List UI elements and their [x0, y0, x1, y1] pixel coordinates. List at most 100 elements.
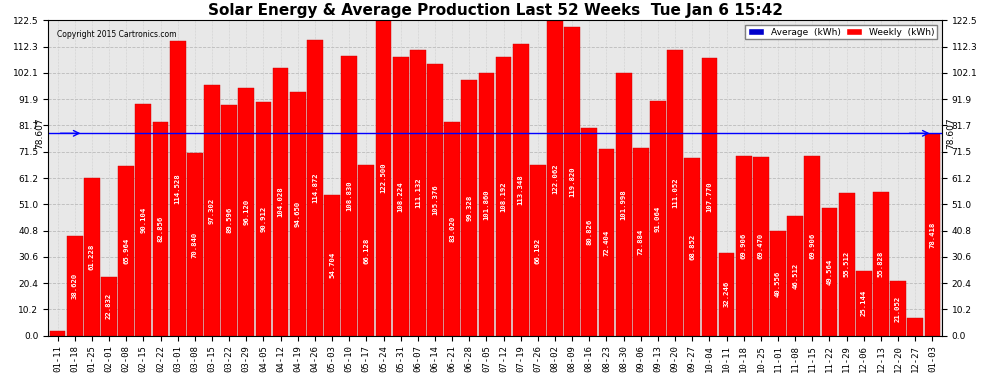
Bar — [101, 277, 117, 336]
Bar — [358, 165, 374, 336]
Text: 91.064: 91.064 — [655, 205, 661, 231]
Bar — [239, 88, 254, 336]
Bar — [719, 253, 735, 336]
Text: 55.512: 55.512 — [843, 251, 849, 277]
Text: 94.650: 94.650 — [295, 201, 301, 227]
Bar — [513, 44, 529, 336]
Text: 70.840: 70.840 — [192, 231, 198, 258]
Bar — [890, 282, 906, 336]
Legend: Average  (kWh), Weekly  (kWh): Average (kWh), Weekly (kWh) — [745, 25, 938, 39]
Text: 114.872: 114.872 — [312, 172, 318, 203]
Bar — [856, 271, 871, 336]
Bar — [272, 68, 288, 336]
Bar — [770, 231, 786, 336]
Bar — [581, 128, 597, 336]
Text: 90.104: 90.104 — [141, 207, 147, 233]
Bar — [152, 122, 168, 336]
Bar — [839, 193, 854, 336]
Bar — [753, 157, 769, 336]
Bar — [461, 80, 477, 336]
Bar — [684, 158, 700, 336]
Text: 119.820: 119.820 — [569, 166, 575, 197]
Text: 101.998: 101.998 — [621, 189, 627, 220]
Bar — [564, 27, 580, 336]
Bar — [599, 149, 615, 336]
Bar — [375, 20, 391, 336]
Text: Copyright 2015 Cartronics.com: Copyright 2015 Cartronics.com — [57, 30, 176, 39]
Title: Solar Energy & Average Production Last 52 Weeks  Tue Jan 6 15:42: Solar Energy & Average Production Last 5… — [208, 3, 782, 18]
Bar — [187, 153, 203, 336]
Bar — [169, 41, 185, 336]
Text: 68.852: 68.852 — [689, 234, 695, 260]
Text: 25.144: 25.144 — [860, 290, 867, 316]
Bar — [650, 101, 666, 336]
Text: 40.556: 40.556 — [775, 270, 781, 297]
Bar — [427, 64, 443, 336]
Text: 38.620: 38.620 — [71, 273, 78, 299]
Text: 122.062: 122.062 — [552, 163, 558, 194]
Text: 69.470: 69.470 — [758, 233, 764, 260]
Text: 101.860: 101.860 — [483, 189, 489, 220]
Text: 108.192: 108.192 — [501, 181, 507, 212]
Bar — [530, 165, 545, 336]
Text: 54.704: 54.704 — [329, 252, 335, 278]
Text: 69.906: 69.906 — [810, 232, 816, 259]
Bar — [342, 56, 357, 336]
Text: 113.348: 113.348 — [518, 174, 524, 205]
Text: 69.906: 69.906 — [741, 232, 746, 259]
Bar — [496, 57, 512, 336]
Bar — [255, 102, 271, 336]
Bar — [478, 74, 494, 336]
Bar — [547, 21, 563, 336]
Text: 46.512: 46.512 — [792, 262, 798, 289]
Text: 72.884: 72.884 — [638, 229, 644, 255]
Bar — [84, 178, 100, 336]
Text: 114.528: 114.528 — [174, 173, 180, 204]
Bar — [787, 216, 803, 336]
Bar — [925, 134, 940, 336]
Bar — [221, 105, 237, 336]
Text: 21.052: 21.052 — [895, 296, 901, 322]
Text: 104.028: 104.028 — [277, 186, 283, 217]
Text: 99.328: 99.328 — [466, 195, 472, 221]
Bar — [119, 166, 134, 336]
Text: 111.132: 111.132 — [415, 177, 421, 208]
Text: 90.912: 90.912 — [260, 206, 266, 232]
Text: 105.376: 105.376 — [432, 185, 438, 215]
Bar — [410, 50, 426, 336]
Text: 78.418: 78.418 — [930, 222, 936, 248]
Text: 108.830: 108.830 — [346, 180, 352, 211]
Bar — [445, 122, 460, 336]
Bar — [136, 104, 151, 336]
Bar — [67, 236, 82, 336]
Text: 78.607: 78.607 — [35, 117, 44, 149]
Bar — [736, 156, 751, 336]
Text: 83.020: 83.020 — [449, 216, 455, 242]
Bar — [290, 92, 306, 336]
Text: 66.192: 66.192 — [535, 237, 541, 264]
Text: 49.564: 49.564 — [827, 259, 833, 285]
Text: 55.828: 55.828 — [878, 251, 884, 277]
Text: 89.596: 89.596 — [226, 207, 232, 234]
Text: 22.832: 22.832 — [106, 293, 112, 320]
Text: 32.246: 32.246 — [724, 281, 730, 307]
Bar — [393, 57, 409, 336]
Text: 108.224: 108.224 — [398, 181, 404, 212]
Bar — [822, 208, 838, 336]
Text: 61.228: 61.228 — [89, 244, 95, 270]
Text: 96.120: 96.120 — [244, 199, 249, 225]
Text: 66.128: 66.128 — [363, 237, 369, 264]
Bar — [908, 318, 923, 336]
Bar — [805, 156, 821, 336]
Text: 97.302: 97.302 — [209, 197, 215, 223]
Bar — [204, 85, 220, 336]
Text: 80.826: 80.826 — [586, 219, 592, 245]
Bar — [324, 195, 340, 336]
Bar — [702, 58, 718, 336]
Text: 78.607: 78.607 — [946, 117, 955, 149]
Bar — [616, 73, 632, 336]
Text: 111.052: 111.052 — [672, 177, 678, 208]
Text: 65.964: 65.964 — [123, 238, 130, 264]
Text: 122.500: 122.500 — [380, 163, 386, 193]
Bar — [307, 40, 323, 336]
